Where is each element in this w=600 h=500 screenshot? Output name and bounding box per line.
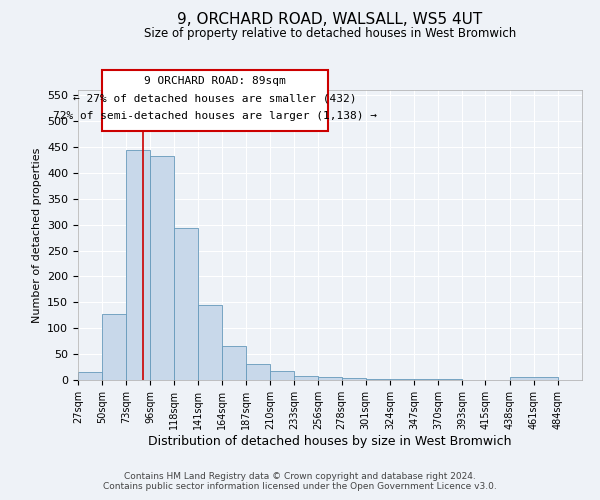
Bar (78, 372, 102, 380)
Text: Contains public sector information licensed under the Open Government Licence v3: Contains public sector information licen… (103, 482, 497, 491)
Bar (366, 379, 390, 380)
Bar (509, 378, 558, 380)
Bar (270, 371, 294, 380)
X-axis label: Distribution of detached houses by size in West Bromwich: Distribution of detached houses by size … (148, 434, 512, 448)
FancyBboxPatch shape (102, 70, 328, 132)
Y-axis label: Number of detached properties: Number of detached properties (32, 148, 41, 322)
Text: 72% of semi-detached houses are larger (1,138) →: 72% of semi-detached houses are larger (… (53, 111, 377, 121)
Text: Contains HM Land Registry data © Crown copyright and database right 2024.: Contains HM Land Registry data © Crown c… (124, 472, 476, 481)
Bar (151, 156, 173, 380)
Bar (295, 376, 319, 380)
Text: ← 27% of detached houses are smaller (432): ← 27% of detached houses are smaller (43… (73, 93, 357, 103)
Bar (173, 228, 198, 380)
Text: 9 ORCHARD ROAD: 89sqm: 9 ORCHARD ROAD: 89sqm (144, 76, 286, 86)
Text: Size of property relative to detached houses in West Bromwich: Size of property relative to detached ho… (144, 28, 516, 40)
Bar (341, 378, 366, 380)
Bar (102, 314, 127, 380)
Text: 9, ORCHARD ROAD, WALSALL, WS5 4UT: 9, ORCHARD ROAD, WALSALL, WS5 4UT (178, 12, 482, 28)
Bar (198, 306, 222, 380)
Bar (222, 346, 246, 380)
Bar (127, 150, 151, 380)
Bar (246, 364, 270, 380)
Bar (319, 378, 341, 380)
